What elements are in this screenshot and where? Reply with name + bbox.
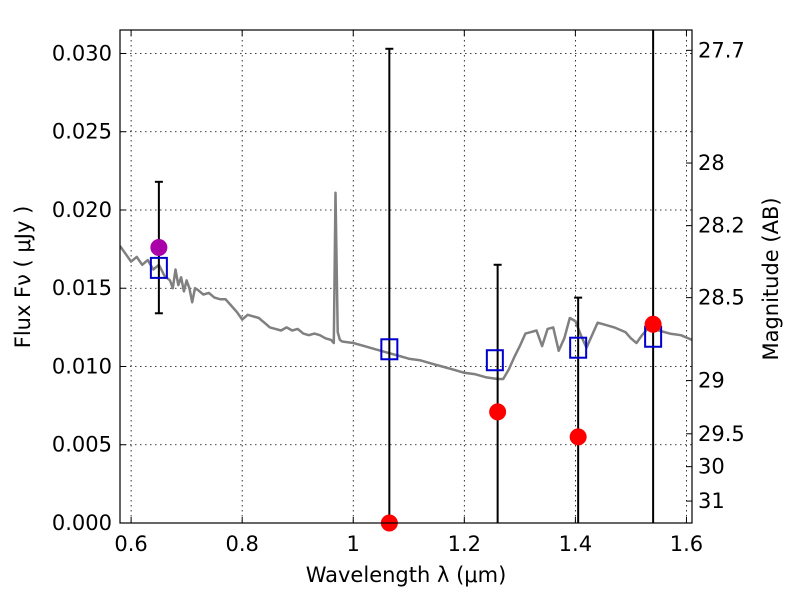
- model-spectrum-line: [120, 191, 692, 381]
- axis-ticks: 0.6 0.8 1 1.2 1.4 1.6 0.000 0.005 0.010 0.015 0.02…: [52, 30, 745, 556]
- y2-tick-label: 28: [698, 151, 725, 175]
- plot-background: [120, 30, 692, 523]
- y-axis-title: Flux Fν ( μJy ): [11, 206, 35, 349]
- y-tick-label: 0.010: [52, 354, 112, 378]
- model-photometry-square: [380, 338, 399, 361]
- y-tick-label: 0.005: [52, 433, 112, 457]
- y2-tick-label: 28.5: [698, 286, 745, 310]
- y-tick-label: 0.015: [52, 276, 112, 300]
- model-photometry-square: [485, 349, 504, 372]
- observed-photometry-point: [489, 403, 507, 421]
- x-tick-label: 1.4: [559, 532, 592, 556]
- y2-tick-label: 29.5: [698, 422, 745, 446]
- y-tick-label: 0.030: [52, 41, 112, 65]
- data-layer: [120, 30, 692, 523]
- plot-frame: [119, 29, 693, 524]
- y2-tick-label: 29: [698, 369, 725, 393]
- x-tick-label: 1.6: [670, 532, 703, 556]
- x-tick-label: 0.8: [225, 532, 258, 556]
- y-tick-label: 0.020: [52, 198, 112, 222]
- x-tick-label: 1: [347, 532, 360, 556]
- x-tick-label: 0.6: [114, 532, 147, 556]
- y2-tick-label: 27.7: [698, 38, 745, 62]
- y-tick-label: 0.000: [52, 511, 112, 535]
- y2-tick-label: 28.2: [698, 214, 745, 238]
- x-tick-label: 1.2: [448, 532, 481, 556]
- y-tick-label: 0.025: [52, 120, 112, 144]
- y2-tick-label: 31: [698, 489, 725, 513]
- observed-photometry-point: [150, 239, 168, 257]
- model-photometry-square: [569, 336, 588, 359]
- observed-photometry-point: [644, 315, 662, 333]
- observed-photometry-point: [569, 428, 587, 446]
- y2-axis-title: Magnitude (AB): [759, 197, 783, 360]
- model-photometry-square: [149, 256, 168, 279]
- y2-tick-label: 30: [698, 455, 725, 479]
- plot-area: [120, 30, 692, 523]
- x-axis-title: Wavelength λ (μm): [306, 563, 507, 587]
